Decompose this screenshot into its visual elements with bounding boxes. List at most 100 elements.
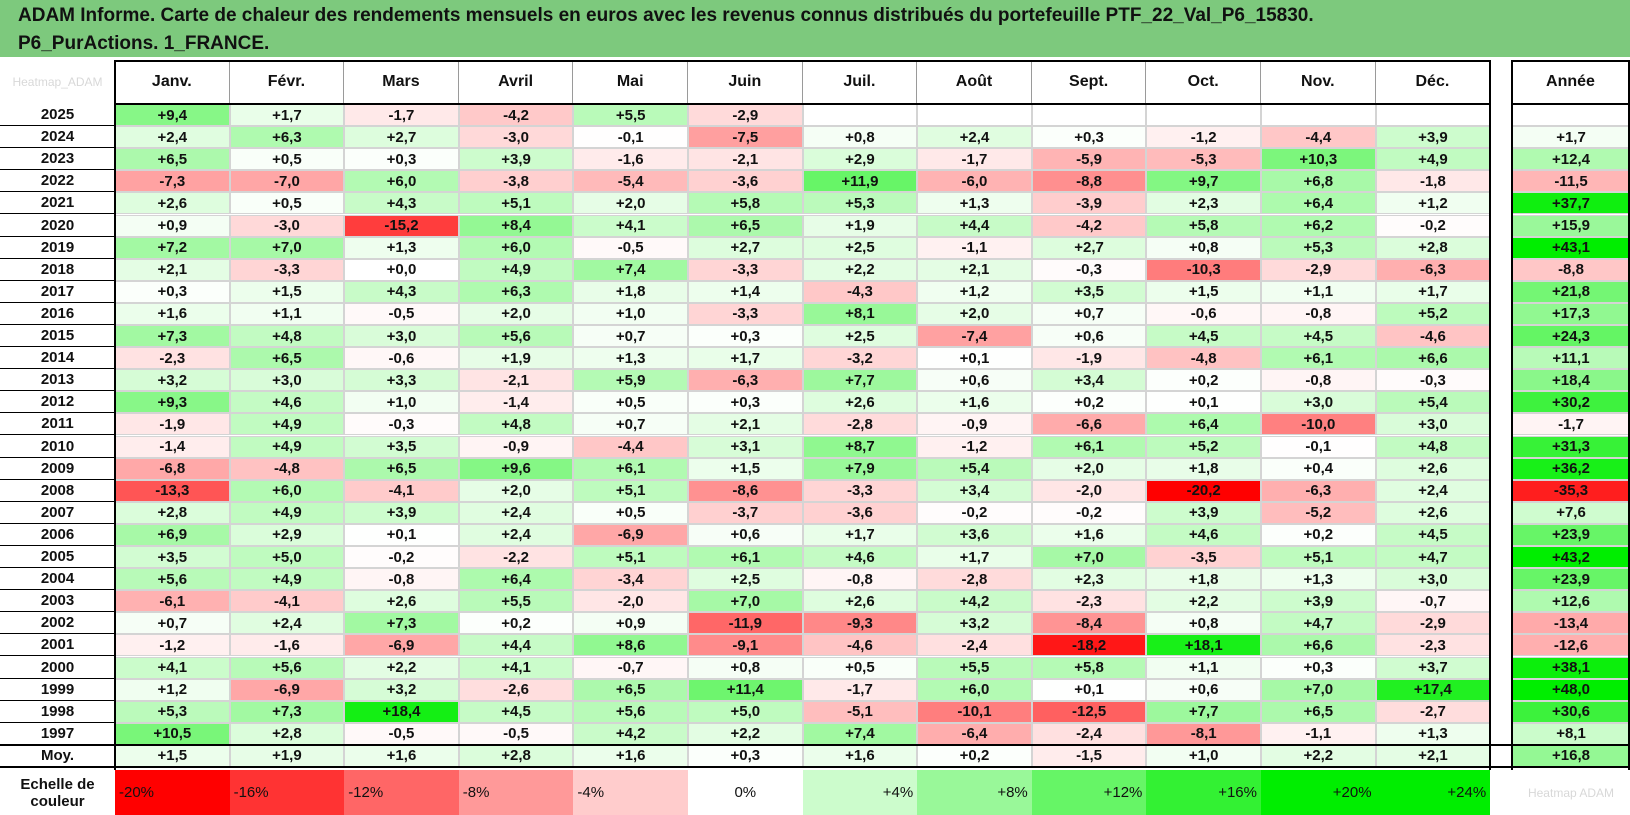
heatmap-cell: +7,4	[573, 258, 688, 281]
heatmap-cell: +0,5	[229, 192, 345, 215]
heatmap-cell: +2,2	[688, 722, 803, 745]
heatmap-cell: +4,9	[1375, 148, 1491, 171]
heatmap-cell: -7,5	[688, 126, 803, 149]
heatmap-cell: +7,2	[115, 236, 230, 259]
heatmap-cell: -10,3	[1146, 258, 1261, 281]
heatmap-cell: +7,4	[802, 722, 918, 745]
heatmap-cell: +2,0	[573, 192, 688, 215]
average-cell: +0,3	[688, 744, 803, 767]
heatmap-cell: +18,1	[1146, 634, 1261, 657]
annual-cell: +18,4	[1512, 369, 1630, 392]
heatmap-cell: +7,9	[802, 457, 918, 480]
heatmap-cell: +1,1	[1261, 280, 1376, 303]
heatmap-cell: -12,5	[1031, 700, 1147, 723]
average-cell: +0,2	[917, 744, 1032, 767]
heatmap-cell: +1,8	[1146, 568, 1261, 591]
heatmap-cell: +6,4	[458, 568, 574, 591]
heatmap-cell: -4,4	[573, 435, 688, 458]
annual-cell: +38,1	[1512, 656, 1630, 679]
heatmap-cell: -4,6	[802, 634, 918, 657]
heatmap-cell: -2,6	[458, 678, 574, 701]
heatmap-cell: +1,7	[1375, 280, 1491, 303]
heatmap-cell: +3,7	[1375, 656, 1491, 679]
heatmap-cell: -1,9	[1031, 347, 1147, 370]
heatmap-cell: -3,6	[802, 501, 918, 524]
heatmap-cell: -5,3	[1146, 148, 1261, 171]
scale-swatch: -4%	[573, 770, 688, 815]
heatmap-cell: +6,5	[1261, 700, 1376, 723]
heatmap-cell: +2,6	[802, 391, 918, 414]
heatmap-cell: +6,0	[344, 170, 459, 193]
heatmap-cell: +1,3	[1375, 722, 1491, 745]
heatmap-cell: +2,0	[917, 302, 1032, 325]
heatmap-cell: -1,7	[802, 678, 918, 701]
heatmap-cell: +5,0	[688, 700, 803, 723]
month-header: Avril	[459, 60, 574, 104]
heatmap-cell: -1,2	[1146, 126, 1261, 149]
heatmap-cell: +2,6	[1375, 457, 1491, 480]
heatmap-cell: -0,1	[1261, 435, 1376, 458]
heatmap-cell: -3,0	[458, 126, 574, 149]
heatmap-cell: +1,6	[115, 302, 230, 325]
heatmap-cell: +8,7	[802, 435, 918, 458]
heatmap-cell: +0,3	[688, 325, 803, 348]
heatmap-cell: +5,6	[573, 700, 688, 723]
annual-cell: +7,6	[1512, 501, 1630, 524]
year-label: 2002	[0, 612, 115, 635]
heatmap-cell: +3,1	[688, 435, 803, 458]
year-label: 2014	[0, 347, 115, 370]
heatmap-cell: +3,9	[1146, 501, 1261, 524]
annual-cell: +43,2	[1512, 546, 1630, 569]
heatmap-cell: -3,3	[802, 479, 918, 502]
annual-cell: +23,9	[1512, 568, 1630, 591]
heatmap-cell: -0,5	[573, 236, 688, 259]
annual-cell: +12,6	[1512, 590, 1630, 613]
heatmap-cell: +7,0	[1261, 678, 1376, 701]
heatmap-cell: -6,9	[229, 678, 345, 701]
heatmap-cell: +5,5	[917, 656, 1032, 679]
heatmap-cell: -9,3	[802, 612, 918, 635]
annual-cell	[1512, 104, 1630, 127]
heatmap-cell: +6,6	[1261, 634, 1376, 657]
heatmap-cell: +4,1	[458, 656, 574, 679]
heatmap-cell: +0,8	[1146, 612, 1261, 635]
heatmap-cell: -6,3	[1261, 479, 1376, 502]
scale-swatch: +4%	[802, 770, 918, 815]
heatmap-cell: -1,2	[917, 435, 1032, 458]
heatmap-cell: +1,2	[115, 678, 230, 701]
annual-cell: +17,3	[1512, 302, 1630, 325]
annual-cell: +43,1	[1512, 236, 1630, 259]
heatmap-cell: -2,0	[573, 590, 688, 613]
frame-header-bottom	[115, 103, 1490, 105]
heatmap-cell: -0,6	[344, 347, 459, 370]
heatmap-cell: +4,9	[229, 568, 345, 591]
heatmap-cell: -5,4	[573, 170, 688, 193]
heatmap-cell: +0,2	[1146, 369, 1261, 392]
heatmap-cell: +5,5	[458, 590, 574, 613]
heatmap-cell: +6,5	[115, 148, 230, 171]
average-cell: +1,6	[344, 744, 459, 767]
heatmap-cell: -0,2	[1375, 214, 1491, 237]
month-header: Nov.	[1261, 60, 1376, 104]
heatmap-cell: -1,8	[1375, 170, 1491, 193]
heatmap-cell: -5,9	[1031, 148, 1147, 171]
heatmap-cell: +4,9	[229, 413, 345, 436]
year-label: 2012	[0, 391, 115, 414]
scale-swatch: +20%	[1261, 770, 1376, 815]
heatmap-cell: -4,4	[1261, 126, 1376, 149]
heatmap-cell: +1,6	[1031, 523, 1147, 546]
average-cell: +1,9	[229, 744, 345, 767]
heatmap-cell: -2,1	[458, 369, 574, 392]
heatmap-cell: -3,0	[229, 214, 345, 237]
heatmap-cell: -0,5	[344, 722, 459, 745]
heatmap-cell: +3,5	[115, 546, 230, 569]
heatmap-cell: +2,4	[229, 612, 345, 635]
heatmap-cell: +17,4	[1375, 678, 1491, 701]
year-label: 2019	[0, 237, 115, 259]
heatmap-cell: +4,8	[458, 413, 574, 436]
heatmap-cell: +0,2	[458, 612, 574, 635]
heatmap-cell: +1,7	[802, 523, 918, 546]
heatmap-cell: +11,9	[802, 170, 918, 193]
heatmap-cell: +1,7	[229, 104, 345, 127]
heatmap-cell: -0,2	[344, 546, 459, 569]
